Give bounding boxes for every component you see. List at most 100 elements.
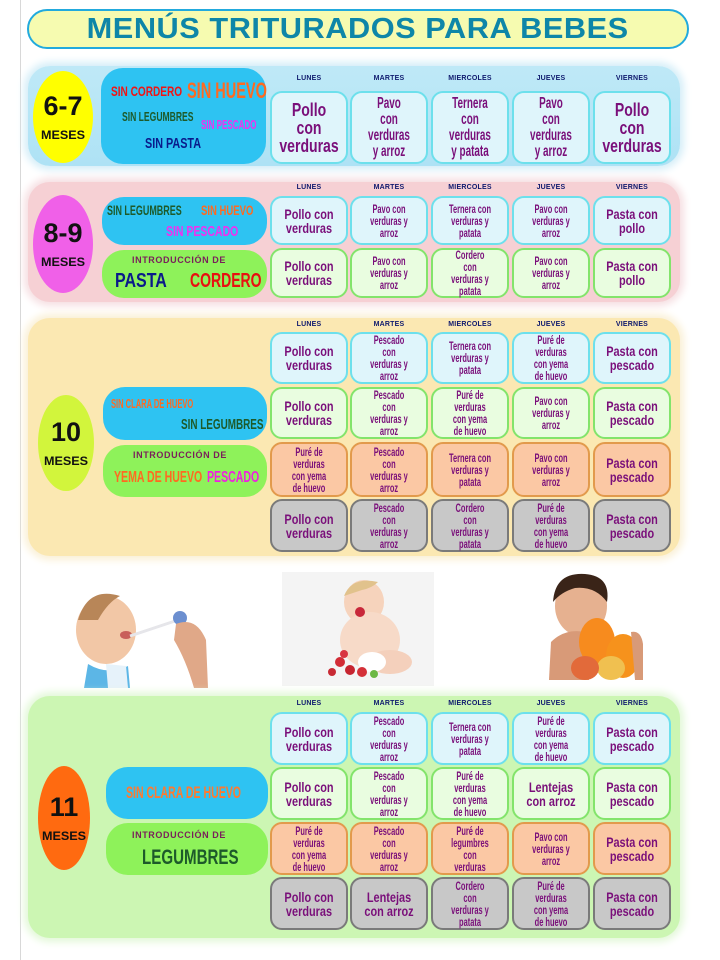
introduction-label: INTRODUCCIÓN DE [133,450,227,460]
menu-cell: Pavo con verduras y arroz [350,91,428,164]
dish-label: Cordero con verduras y patata [451,878,489,929]
menu-cell: Pescado con verduras y arroz [350,767,428,820]
age-unit: MESES [41,828,87,843]
dish-label: Lentejas con arroz [364,888,414,919]
menu-cell: Ternera con verduras y patata [431,196,509,245]
dish-label: Ternera con verduras y patata [448,719,492,758]
introductions-pill: INTRODUCCIÓN DE YEMA DE HUEVO PESCADO [103,445,267,497]
age-number: 8-9 [43,217,83,248]
baby-strawberries-photo [282,572,434,686]
dish-label: Pescado con verduras y arroz [370,500,408,551]
dish-label: Pasta con pescado [606,454,658,485]
dish-label: Puré de verduras con yema de huevo [533,878,569,929]
dish-label: Pescado con verduras y arroz [370,333,408,383]
menu-cell: Lentejas con arroz [512,767,590,820]
menu-cell: Pescado con verduras y arroz [350,332,428,384]
page-margin-line [20,0,21,960]
dish-label: Pasta con pescado [606,833,658,864]
dish-label: Pavo con verduras y arroz [368,94,410,160]
menu-cell: Pavo con verduras y arroz [512,248,590,298]
page-title: MENÚS TRITURADOS PARA BEBES [86,12,630,45]
day-header-jueves: JUEVES [536,700,566,707]
menu-cell: Pollo con verduras [270,248,348,298]
restriction-sin-pescado: SIN PESCADO [166,223,239,240]
dish-label: Pollo con verduras [284,258,334,288]
title-banner: MENÚS TRITURADOS PARA BEBES [27,9,689,49]
age-number: 6-7 [43,90,83,121]
menu-cell: Pollo con verduras [270,877,348,930]
menu-cell: Puré de verduras con yema de huevo [270,822,348,875]
dish-label: Pescado con verduras y arroz [370,713,408,764]
day-header-viernes: VIERNES [615,75,649,82]
dish-label: Pavo con verduras y arroz [370,201,408,240]
dish-label: Pasta con pescado [606,723,658,754]
introductions-pill: INTRODUCCIÓN DE LEGUMBRES [106,823,268,875]
restriction-sin-clara-de-huevo: SIN CLARA DE HUEVO [126,783,241,802]
dish-label: Puré de verduras con yema de huevo [452,768,488,819]
restriction-sin-huevo: SIN HUEVO [187,78,267,103]
dish-label: Puré de verduras con yema de huevo [533,500,569,551]
dish-label: Pollo con verduras [279,99,339,156]
menu-cell: Pescado con verduras y arroz [350,442,428,497]
day-header-martes: MARTES [373,700,405,707]
dish-label: Pollo con verduras [602,99,662,156]
menu-cell: Pasta con pescado [593,877,671,930]
introduction-label: INTRODUCCIÓN DE [132,830,226,840]
dish-label: Pollo con verduras [284,723,334,754]
menu-cell: Pollo con verduras [270,332,348,384]
menu-cell: Pasta con pollo [593,248,671,298]
menu-cell: Pavo con verduras y arroz [512,196,590,245]
day-header-miercoles: MIERCOLES [448,75,492,82]
dish-label: Pollo con verduras [284,888,334,919]
introduction-yema-de-huevo: YEMA DE HUEVO [114,469,203,486]
dish-label: Pavo con verduras y arroz [530,94,572,160]
introduction-cordero: CORDERO [190,270,262,292]
menu-cell: Cordero con verduras y patata [431,877,509,930]
dish-label: Pescado con verduras y arroz [370,388,408,438]
menu-cell: Pollo con verduras [593,91,671,164]
menu-cell: Puré de verduras con yema de huevo [431,387,509,439]
restriction-sin-cordero: SIN CORDERO [111,83,183,99]
menu-cell: Puré de verduras con yema de huevo [270,442,348,497]
menu-cell: Pescado con verduras y arroz [350,822,428,875]
restriction-sin-clara-de-huevo: SIN CLARA DE HUEVO [111,396,194,411]
menu-cell: Pasta con pescado [593,712,671,765]
dish-label: Puré de legumbres con verduras [451,823,489,874]
day-header-miercoles: MIERCOLES [448,184,492,191]
dish-label: Pavo con verduras y arroz [370,254,408,292]
restrictions-pill: SIN CORDERO SIN HUEVO SIN LEGUMBRES SIN … [101,68,267,164]
restriction-sin-huevo: SIN HUEVO [201,202,254,218]
restriction-sin-legumbres: SIN LEGUMBRES [107,202,182,218]
dish-label: Pasta con pescado [606,343,658,373]
menu-cell: Pasta con pescado [593,767,671,820]
menu-cell: Puré de legumbres con verduras [431,822,509,875]
menu-cell: Ternera con verduras y patata [431,712,509,765]
menu-cell: Cordero con verduras y patata [431,499,509,552]
menu-cell: Pavo con verduras y arroz [512,91,590,164]
baby-spoon-feeding-photo [68,580,210,688]
dish-label: Pasta con pescado [606,510,658,541]
day-header-lunes: LUNES [296,75,322,82]
dish-label: Pollo con verduras [284,510,334,541]
menu-cell: Ternera con verduras y patata [431,332,509,384]
dish-label: Puré de verduras con yema de huevo [291,444,327,495]
age-badge-11: 11 MESES [38,766,90,870]
day-header-viernes: VIERNES [615,321,649,328]
menu-cell: Ternera con verduras y patata [431,91,509,164]
age-unit: MESES [40,254,86,269]
dish-label: Cordero con verduras y patata [451,500,489,551]
menu-cell: Pasta con pollo [593,196,671,245]
age-number: 10 [50,416,82,447]
menu-cell: Pescado con verduras y arroz [350,712,428,765]
introduction-pescado: PESCADO [207,469,260,486]
menu-cell: Pavo con verduras y arroz [512,822,590,875]
menu-cell: Puré de verduras con yema de huevo [431,767,509,820]
menu-cell: Pavo con verduras y arroz [512,387,590,439]
menu-cell: Pasta con pescado [593,499,671,552]
dish-label: Puré de verduras con yema de huevo [452,388,488,438]
dish-label: Cordero con verduras y patata [451,248,489,298]
dish-label: Pollo con verduras [284,343,334,373]
menu-cell: Pavo con verduras y arroz [350,248,428,298]
dish-label: Pasta con pescado [606,888,658,919]
day-header-jueves: JUEVES [536,75,566,82]
